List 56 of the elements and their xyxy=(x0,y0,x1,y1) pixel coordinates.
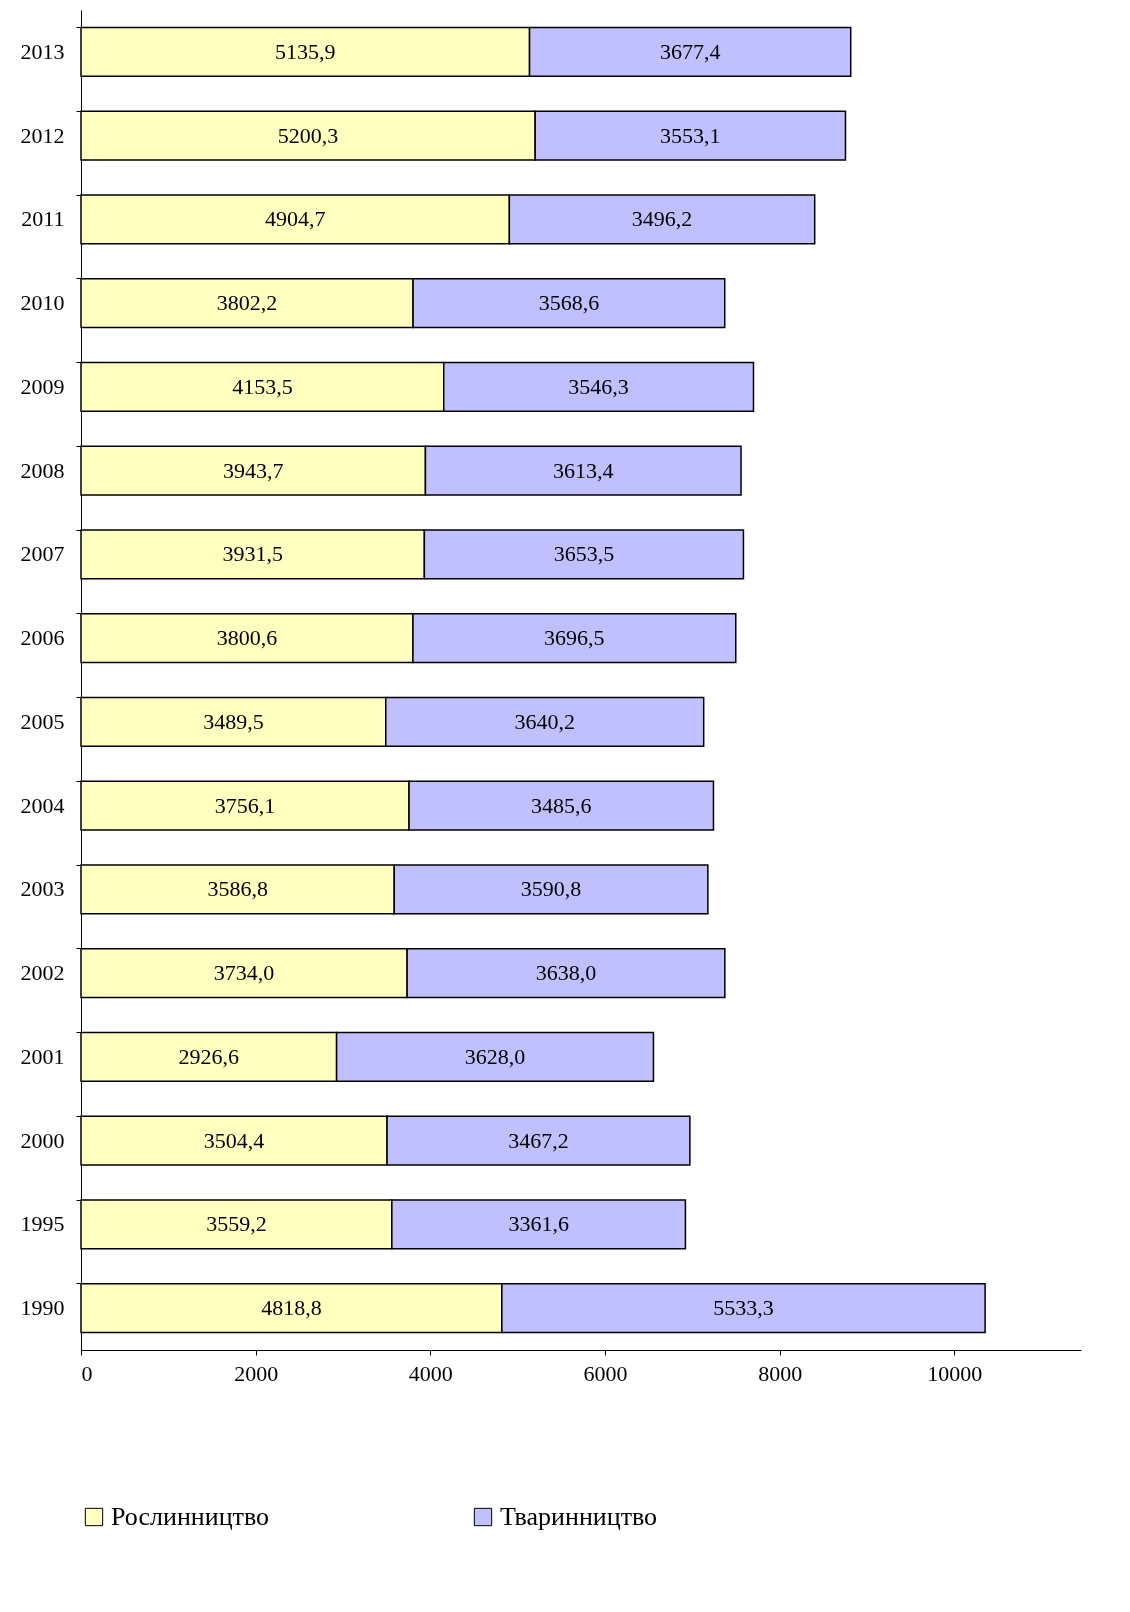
data-label: 3489,5 xyxy=(203,708,264,734)
data-label: 3800,6 xyxy=(216,625,278,651)
data-label: 3553,1 xyxy=(660,122,721,148)
y-tick-label: 2007 xyxy=(20,541,65,567)
data-label: 2926,6 xyxy=(178,1043,240,1069)
data-label: 3802,2 xyxy=(216,290,278,316)
y-tick-label: 2002 xyxy=(20,960,65,986)
data-label: 5200,3 xyxy=(277,122,339,148)
data-label: 5135,9 xyxy=(275,38,336,64)
data-label: 3568,6 xyxy=(538,290,600,316)
y-tick-label: 2010 xyxy=(20,290,65,316)
legend-label: Рослинництво xyxy=(111,1502,270,1531)
y-tick-label: 2012 xyxy=(20,122,65,148)
data-label: 3628,0 xyxy=(464,1043,526,1069)
data-label: 3653,5 xyxy=(553,541,615,567)
data-label: 3677,4 xyxy=(659,38,721,64)
y-tick-label: 1990 xyxy=(20,1295,65,1321)
data-label: 3546,3 xyxy=(568,373,629,399)
data-label: 3640,2 xyxy=(514,708,575,734)
y-tick-label: 2001 xyxy=(20,1043,65,1069)
y-tick-label: 2003 xyxy=(20,876,65,902)
data-label: 3590,8 xyxy=(520,876,582,902)
data-label: 3467,2 xyxy=(508,1127,569,1153)
data-label: 3696,5 xyxy=(544,625,605,651)
data-label: 3931,5 xyxy=(222,541,283,567)
y-tick-label: 1995 xyxy=(20,1211,65,1237)
data-label: 3485,6 xyxy=(531,792,592,818)
y-tick-label: 2011 xyxy=(21,206,65,232)
y-tick-label: 2009 xyxy=(20,373,65,399)
data-label: 3361,6 xyxy=(508,1211,569,1237)
data-label: 3756,1 xyxy=(214,792,276,818)
x-tick-label: 6000 xyxy=(583,1360,628,1386)
y-tick-label: 2013 xyxy=(20,38,65,64)
y-tick-label: 2008 xyxy=(20,457,65,483)
data-label: 3613,4 xyxy=(552,457,614,483)
data-label: 4904,7 xyxy=(264,206,326,232)
data-label: 5533,3 xyxy=(713,1295,774,1321)
x-tick-label: 4000 xyxy=(408,1360,453,1386)
data-label: 3734,0 xyxy=(213,960,275,986)
y-tick-label: 2005 xyxy=(20,708,65,734)
y-tick-label: 2000 xyxy=(20,1127,65,1153)
x-tick-label: 2000 xyxy=(234,1360,279,1386)
y-tick-label: 2006 xyxy=(20,625,65,651)
x-tick-label: 0 xyxy=(81,1360,93,1386)
data-label: 4818,8 xyxy=(261,1295,322,1321)
data-label: 4153,5 xyxy=(232,373,293,399)
data-label: 3496,2 xyxy=(631,206,693,232)
data-label: 3943,7 xyxy=(222,457,284,483)
x-tick-label: 8000 xyxy=(758,1360,803,1386)
data-label: 3638,0 xyxy=(535,960,597,986)
data-label: 3586,8 xyxy=(207,876,268,902)
data-label: 3559,2 xyxy=(206,1211,267,1237)
legend-label: Тваринництво xyxy=(500,1502,658,1531)
x-tick-label: 10000 xyxy=(927,1360,983,1386)
y-tick-label: 2004 xyxy=(20,792,65,818)
data-label: 3504,4 xyxy=(203,1127,265,1153)
